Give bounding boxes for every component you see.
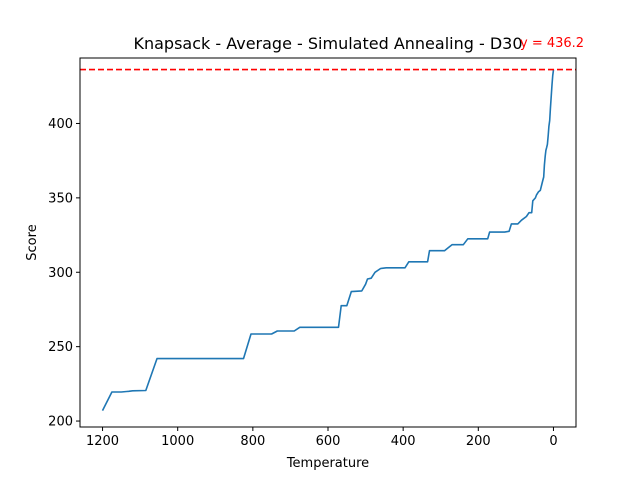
- y-tick-label: 300: [48, 266, 73, 281]
- plot-layer: [80, 68, 576, 411]
- x-tick-label: 0: [549, 434, 557, 449]
- y-tick-label: 250: [48, 340, 73, 355]
- reference-line-label: y = 436.2: [520, 36, 584, 51]
- x-tick-label: 600: [316, 434, 341, 449]
- y-axis-ticks: 200 250 300 350 400: [48, 117, 80, 430]
- x-tick-label: 200: [466, 434, 491, 449]
- y-axis-label: Score: [25, 224, 40, 260]
- y-tick-label: 200: [48, 415, 73, 430]
- series-line-1: [101, 69, 555, 411]
- x-axis-ticks: 1200 1000 800 600 400 200 0: [86, 427, 558, 449]
- x-tick-label: 800: [240, 434, 265, 449]
- chart-title: Knapsack - Average - Simulated Annealing…: [133, 34, 522, 53]
- x-tick-label: 400: [391, 434, 416, 449]
- x-tick-label: 1000: [161, 434, 194, 449]
- x-axis-label: Temperature: [286, 456, 369, 471]
- x-tick-label: 1200: [86, 434, 119, 449]
- y-tick-label: 350: [48, 191, 73, 206]
- y-tick-label: 400: [48, 117, 73, 132]
